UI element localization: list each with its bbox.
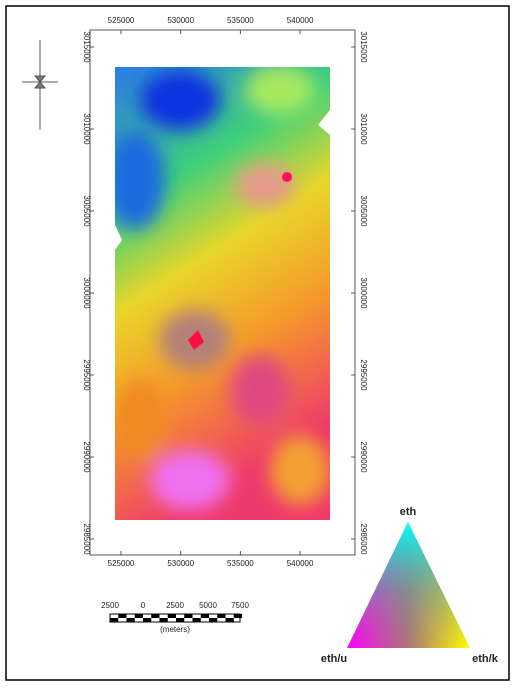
scale-label: 5000: [199, 601, 217, 610]
page: 2500 0 2500 5000 7500 (meters) eth eth/u eth…: [0, 0, 515, 686]
scale-segment: [143, 618, 151, 622]
ternary-left: eth/u: [321, 653, 347, 665]
y-tick-label: 2990000: [359, 441, 368, 473]
scale-segment: [127, 618, 135, 622]
scale-segment: [110, 618, 118, 622]
y-tick-label: 2985000: [82, 523, 91, 555]
ternary-top: eth: [400, 506, 417, 518]
x-tick-label: 525000: [108, 559, 135, 568]
ternary-right: eth/k: [472, 653, 499, 665]
y-tick-label: 3000000: [82, 277, 91, 309]
scale-segment: [176, 618, 184, 622]
scale-label: 2500: [166, 601, 184, 610]
y-tick-label: 2985000: [359, 523, 368, 555]
y-tick-label: 3010000: [359, 113, 368, 145]
scale-segment: [209, 618, 217, 622]
scale-segment: [234, 614, 242, 618]
x-tick-label: 530000: [167, 16, 194, 25]
x-tick-label: 535000: [227, 559, 254, 568]
scale-bar: 2500 0 2500 5000 7500: [101, 601, 249, 622]
y-tick-label: 2995000: [359, 359, 368, 391]
scale-segment: [184, 614, 192, 618]
scale-segment: [135, 614, 143, 618]
scale-segment: [168, 614, 176, 618]
scale-label: 7500: [231, 601, 249, 610]
scale-segment: [118, 614, 126, 618]
x-tick-label: 540000: [287, 16, 314, 25]
scale-segment: [201, 614, 209, 618]
north-arrow: [22, 40, 58, 130]
scale-unit: (meters): [160, 625, 190, 634]
x-tick-label: 540000: [287, 559, 314, 568]
scale-segment: [226, 618, 234, 622]
scale-segment: [160, 618, 168, 622]
y-tick-label: 3015000: [359, 31, 368, 63]
y-tick-label: 2990000: [82, 441, 91, 473]
scale-segment: [151, 614, 159, 618]
scale-segment: [193, 618, 201, 622]
scale-label: 2500: [101, 601, 119, 610]
y-tick-label: 3005000: [359, 195, 368, 227]
x-tick-label: 525000: [108, 16, 135, 25]
scale-segment: [217, 614, 225, 618]
x-tick-label: 535000: [227, 16, 254, 25]
y-tick-label: 3000000: [359, 277, 368, 309]
scale-label: 0: [141, 601, 146, 610]
y-tick-label: 3015000: [82, 31, 91, 63]
x-tick-label: 530000: [167, 559, 194, 568]
map-raster: [105, 65, 330, 520]
y-tick-label: 2995000: [82, 359, 91, 391]
y-tick-label: 3005000: [82, 195, 91, 227]
y-tick-label: 3010000: [82, 113, 91, 145]
